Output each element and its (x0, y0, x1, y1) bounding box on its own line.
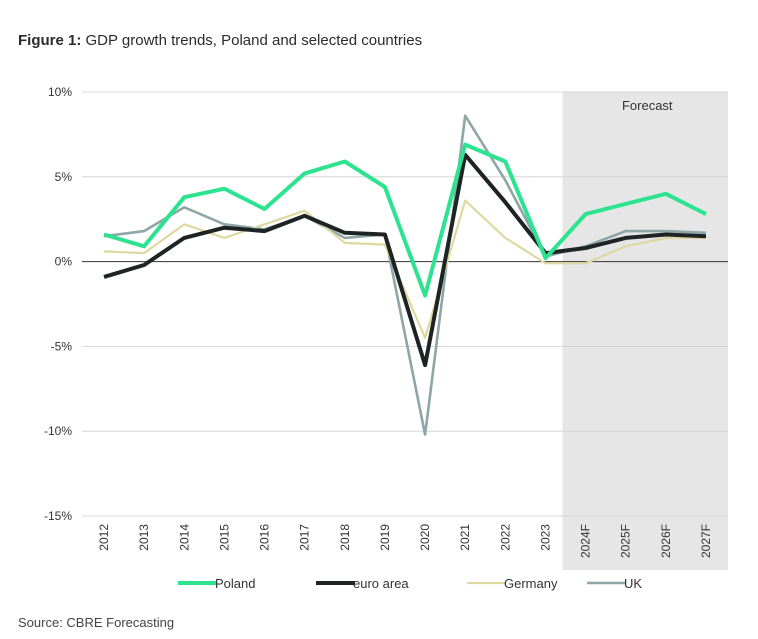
y-tick-label: -5% (51, 339, 73, 353)
legend-label-poland: Poland (215, 576, 255, 591)
x-tick-label: 2022 (498, 524, 512, 551)
x-tick-label: 2014 (177, 524, 191, 551)
y-tick-label: -10% (44, 424, 72, 438)
x-tick-label: 2020 (418, 524, 432, 551)
y-tick-label: 0% (55, 255, 73, 269)
legend-label-germany: Germany (504, 576, 558, 591)
x-tick-label: 2019 (378, 524, 392, 551)
figure-label: Figure 1: (18, 32, 82, 49)
x-tick-label: 2023 (538, 524, 552, 551)
y-tick-label: 10% (48, 85, 72, 99)
forecast-band (562, 92, 728, 570)
legend-label-uk: UK (624, 576, 642, 591)
series-line-uk (103, 114, 707, 436)
x-tick-label: 2021 (458, 524, 472, 551)
x-tick-label: 2017 (298, 524, 312, 551)
x-tick-label: 2024F (579, 524, 593, 558)
x-tick-label: 2027F (699, 524, 713, 558)
x-tick-label: 2012 (97, 524, 111, 551)
y-tick-label: -15% (44, 509, 72, 523)
series-line-euro-area (103, 152, 707, 368)
series-line-poland (103, 142, 707, 298)
x-tick-label: 2025F (619, 524, 633, 558)
x-tick-label: 2018 (338, 524, 352, 551)
legend-label-euro-area: euro area (353, 576, 409, 591)
x-tick-label: 2016 (258, 524, 272, 551)
chart-title: Figure 1: GDP growth trends, Poland and … (18, 32, 422, 49)
source-note: Source: CBRE Forecasting (18, 615, 175, 630)
forecast-label: Forecast (622, 98, 673, 113)
x-tick-label: 2026F (659, 524, 673, 558)
y-tick-label: 5% (55, 170, 73, 184)
x-tick-label: 2013 (137, 524, 151, 551)
figure-title-text: GDP growth trends, Poland and selected c… (81, 32, 423, 49)
x-tick-label: 2015 (217, 524, 231, 551)
